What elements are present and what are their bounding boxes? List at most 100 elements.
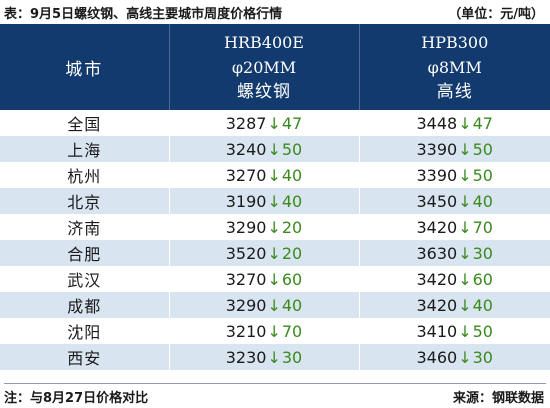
- rebar-change: 70: [282, 322, 302, 341]
- wire-change: 70: [473, 218, 493, 237]
- header-rebar: HRB400E φ20MM 螺纹钢: [169, 24, 359, 110]
- rebar-price: 3270: [226, 270, 267, 289]
- down-arrow-icon: ↓: [458, 140, 471, 159]
- wire-change: 47: [473, 114, 493, 133]
- rebar-change: 30: [282, 348, 302, 367]
- wire-price-cell: 3420↓40: [359, 292, 550, 318]
- wire-price: 3410: [417, 322, 458, 341]
- table-title: 表：9月5日螺纹钢、高线主要城市周度价格行情: [4, 3, 282, 22]
- rebar-price: 3230: [226, 348, 267, 367]
- rebar-price-cell: 3287↓47: [169, 110, 359, 136]
- rebar-change: 47: [282, 114, 302, 133]
- wire-price: 3460: [417, 348, 458, 367]
- table-footer: 注：与8月27日价格对比 来源：钢联数据: [4, 383, 546, 408]
- down-arrow-icon: ↓: [458, 296, 471, 315]
- rebar-price-cell: 3270↓40: [169, 162, 359, 188]
- wire-change: 30: [473, 348, 493, 367]
- rebar-price-cell: 3520↓20: [169, 240, 359, 266]
- down-arrow-icon: ↓: [267, 218, 280, 237]
- data-source: 来源：钢联数据: [453, 387, 546, 406]
- wire-price: 3420: [417, 218, 458, 237]
- down-arrow-icon: ↓: [458, 114, 471, 133]
- rebar-price-cell: 3190↓40: [169, 188, 359, 214]
- wire-change: 50: [473, 140, 493, 159]
- city-cell: 全国: [0, 110, 169, 136]
- rebar-change: 20: [282, 218, 302, 237]
- header-wire-product: 高线: [360, 80, 550, 105]
- city-cell: 杭州: [0, 162, 169, 188]
- header-wire-grade: HPB300: [360, 30, 550, 55]
- down-arrow-icon: ↓: [267, 270, 280, 289]
- rebar-price: 3270: [226, 166, 267, 185]
- rebar-price-cell: 3290↓20: [169, 214, 359, 240]
- rebar-price-cell: 3270↓60: [169, 266, 359, 292]
- table-header: 城市 HRB400E φ20MM 螺纹钢 HPB300 φ8MM 高线: [0, 24, 550, 110]
- down-arrow-icon: ↓: [458, 244, 471, 263]
- comparison-note: 注：与8月27日价格对比: [4, 387, 148, 406]
- down-arrow-icon: ↓: [267, 166, 280, 185]
- rebar-price: 3287: [226, 114, 267, 133]
- wire-price: 3420: [417, 296, 458, 315]
- down-arrow-icon: ↓: [458, 166, 471, 185]
- header-rebar-spec: φ20MM: [170, 55, 359, 80]
- city-cell: 西安: [0, 344, 169, 370]
- table-caption: 表：9月5日螺纹钢、高线主要城市周度价格行情 （单位：元/吨）: [4, 0, 546, 24]
- city-cell: 沈阳: [0, 318, 169, 344]
- city-cell: 武汉: [0, 266, 169, 292]
- wire-change: 40: [473, 192, 493, 211]
- down-arrow-icon: ↓: [267, 192, 280, 211]
- down-arrow-icon: ↓: [458, 218, 471, 237]
- rebar-price-cell: 3210↓70: [169, 318, 359, 344]
- wire-price-cell: 3450↓40: [359, 188, 550, 214]
- wire-price: 3450: [417, 192, 458, 211]
- wire-price-cell: 3390↓50: [359, 136, 550, 162]
- rebar-price: 3290: [226, 296, 267, 315]
- rebar-change: 50: [282, 140, 302, 159]
- rebar-change: 20: [282, 244, 302, 263]
- wire-price: 3448: [417, 114, 458, 133]
- rebar-price: 3240: [226, 140, 267, 159]
- unit-label: （单位：元/吨）: [448, 3, 546, 22]
- wire-price: 3420: [417, 270, 458, 289]
- wire-change: 40: [473, 296, 493, 315]
- rebar-change: 40: [282, 166, 302, 185]
- header-city: 城市: [0, 24, 169, 110]
- wire-price: 3390: [417, 166, 458, 185]
- wire-change: 50: [473, 322, 493, 341]
- header-wire-spec: φ8MM: [360, 55, 550, 80]
- rebar-price: 3210: [226, 322, 267, 341]
- wire-price: 3630: [417, 244, 458, 263]
- rebar-change: 40: [282, 192, 302, 211]
- wire-price-cell: 3390↓50: [359, 162, 550, 188]
- wire-price-cell: 3420↓70: [359, 214, 550, 240]
- down-arrow-icon: ↓: [458, 192, 471, 211]
- city-cell: 上海: [0, 136, 169, 162]
- header-rebar-grade: HRB400E: [170, 30, 359, 55]
- down-arrow-icon: ↓: [267, 322, 280, 341]
- down-arrow-icon: ↓: [458, 348, 471, 367]
- header-wire: HPB300 φ8MM 高线: [359, 24, 550, 110]
- rebar-price: 3190: [226, 192, 267, 211]
- down-arrow-icon: ↓: [267, 140, 280, 159]
- down-arrow-icon: ↓: [267, 114, 280, 133]
- wire-price-cell: 3410↓50: [359, 318, 550, 344]
- city-cell: 合肥: [0, 240, 169, 266]
- rebar-price-cell: 3240↓50: [169, 136, 359, 162]
- rebar-change: 60: [282, 270, 302, 289]
- rebar-price-cell: 3290↓40: [169, 292, 359, 318]
- down-arrow-icon: ↓: [458, 322, 471, 341]
- wire-price-cell: 3420↓60: [359, 266, 550, 292]
- city-cell: 成都: [0, 292, 169, 318]
- rebar-change: 40: [282, 296, 302, 315]
